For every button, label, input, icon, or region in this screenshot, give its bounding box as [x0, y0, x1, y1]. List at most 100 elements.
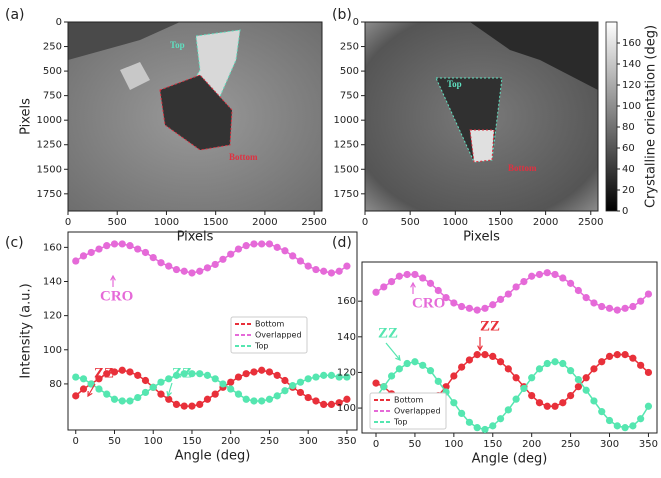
data-point: [473, 424, 481, 432]
legend-label: Overlapped: [255, 331, 302, 340]
data-point: [582, 386, 590, 394]
data-point: [535, 399, 544, 407]
data-point: [372, 288, 380, 296]
data-point: [211, 390, 219, 398]
data-point: [567, 367, 575, 375]
image-flake: [68, 22, 180, 60]
data-point: [535, 365, 544, 373]
data-point: [95, 375, 103, 383]
data-point: [343, 262, 351, 270]
data-point: [188, 370, 196, 378]
data-point: [567, 391, 575, 400]
data-point: [512, 395, 520, 403]
data-point: [496, 415, 505, 423]
data-point: [528, 391, 536, 400]
data-point: [203, 395, 212, 403]
x-tick-label: 1000: [443, 217, 468, 228]
x-axis-label: Angle (deg): [472, 452, 548, 467]
data-point: [551, 358, 559, 366]
panel-label: (b): [332, 7, 352, 23]
data-point: [473, 306, 481, 314]
data-point: [172, 400, 181, 408]
data-point: [327, 371, 336, 379]
data-point: [543, 269, 551, 277]
data-point: [621, 351, 629, 359]
data-point: [196, 400, 204, 408]
x-tick-label: 200: [522, 439, 541, 450]
data-point: [496, 358, 505, 366]
x-tick-label: 50: [409, 439, 422, 450]
colorbar-tick-label: 0: [622, 206, 628, 217]
data-point: [465, 418, 474, 426]
data-point: [296, 257, 305, 265]
x-tick-label: 100: [444, 439, 463, 450]
data-point: [481, 351, 489, 359]
y-tick-label: 1750: [334, 189, 359, 200]
data-point: [234, 390, 243, 398]
legend-label: Bottom: [255, 320, 285, 329]
y-tick-label: 0: [353, 17, 359, 28]
data-point: [605, 304, 614, 312]
data-point: [528, 374, 536, 382]
x-tick-label: 300: [299, 436, 318, 447]
data-point: [118, 366, 126, 374]
data-point: [250, 240, 258, 248]
data-point: [613, 306, 621, 314]
data-point: [258, 397, 266, 405]
data-point: [188, 402, 196, 410]
data-point: [465, 356, 474, 364]
data-point: [141, 248, 150, 257]
data-point: [281, 247, 289, 255]
data-point: [574, 383, 582, 391]
data-point: [613, 422, 621, 430]
annotation-arrow: [87, 383, 96, 397]
annotation: CRO: [412, 295, 445, 311]
annotation: Bottom: [508, 163, 537, 173]
data-point: [387, 372, 396, 380]
axes-frame: [67, 21, 323, 212]
data-point: [289, 252, 297, 260]
annotation: CRO: [100, 288, 133, 304]
data-point: [219, 380, 227, 388]
annotation: ZZ: [94, 365, 114, 381]
annotation: ZZ: [480, 318, 500, 334]
y-tick-label: 140: [337, 332, 356, 343]
data-point: [343, 373, 351, 381]
x-tick-label: 0: [373, 439, 379, 450]
data-point: [481, 304, 489, 312]
axes-frame: [361, 261, 658, 434]
x-tick-label: 0: [65, 217, 71, 228]
y-tick-label: 1500: [334, 164, 359, 175]
data-point: [489, 422, 497, 430]
data-point: [250, 397, 258, 405]
data-point: [335, 373, 343, 381]
data-point: [79, 375, 88, 383]
data-point: [242, 370, 250, 378]
data-point: [95, 385, 103, 393]
data-point: [149, 254, 157, 262]
data-point: [203, 264, 212, 272]
annotation-arrow: [167, 382, 173, 397]
data-point: [380, 283, 388, 291]
y-tick-label: 1500: [37, 164, 62, 175]
annotation: Top: [447, 79, 462, 89]
data-point: [211, 375, 219, 383]
data-point: [157, 378, 165, 386]
x-tick-label: 250: [561, 439, 580, 450]
x-tick-label: 100: [144, 436, 163, 447]
data-point: [219, 255, 227, 263]
data-point: [203, 371, 212, 379]
y-tick-label: 750: [43, 91, 62, 102]
data-point: [434, 377, 442, 385]
data-point: [629, 302, 637, 311]
data-point: [574, 375, 582, 384]
data-point: [567, 279, 575, 287]
data-point: [141, 388, 150, 397]
data-point: [559, 399, 567, 407]
data-point: [289, 382, 297, 390]
x-tick-label: 2500: [578, 217, 603, 228]
data-point: [512, 374, 520, 382]
x-tick-label: 150: [182, 436, 201, 447]
data-point: [574, 286, 582, 295]
